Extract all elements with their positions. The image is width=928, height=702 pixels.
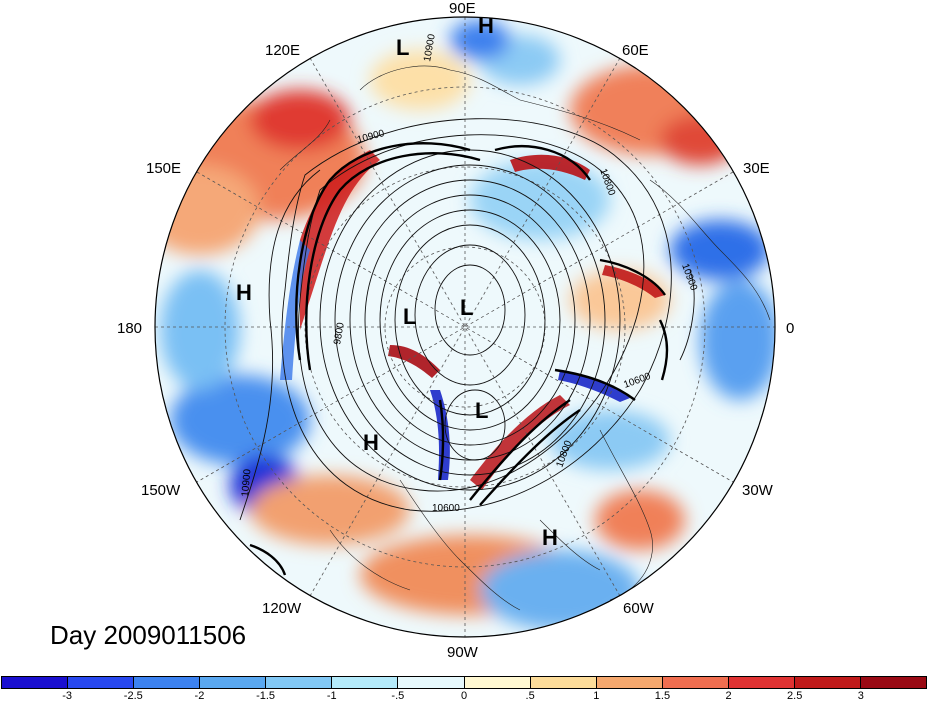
pressure-centers: H L H L L L H H: [236, 13, 558, 550]
colorbar-tick-label: 2.5: [787, 690, 803, 702]
lon-label-120w: 120W: [262, 600, 302, 617]
colorbar-tick-label: 3: [857, 690, 864, 702]
lon-label-90e: 90E: [449, 0, 476, 17]
lon-label-150e: 150E: [146, 160, 182, 177]
pressure-center-high: H: [542, 525, 558, 550]
lon-label-0: 0: [786, 320, 795, 337]
pressure-center-low: L: [396, 35, 409, 60]
contours: [239, 118, 695, 521]
contour-label: 10900: [422, 33, 438, 63]
colorbar-cell: [200, 677, 267, 688]
colorbar-tick-label: -1.5: [256, 690, 276, 702]
colorbar-cell: [861, 677, 927, 688]
lon-label-30e: 30E: [743, 160, 770, 177]
lon-label-90w: 90W: [447, 644, 478, 661]
colorbar-cell: [332, 677, 399, 688]
lon-label-150w: 150W: [141, 482, 181, 499]
colorbar-tick-label: -2.5: [123, 690, 143, 702]
map-title: Day 2009011506: [50, 620, 247, 650]
pressure-center-low: L: [475, 398, 488, 423]
colorbar-cell: [596, 677, 663, 688]
contour-label: 10900: [240, 468, 253, 497]
colorbar-cell: [68, 677, 135, 688]
colorbar-cell: [398, 677, 465, 688]
graticule: [155, 17, 775, 637]
colorbar-cell: [530, 677, 597, 688]
pressure-center-low: L: [403, 304, 416, 329]
anomaly-field: [155, 17, 775, 637]
pressure-center-low: L: [460, 295, 473, 320]
pressure-center-high: H: [236, 280, 252, 305]
pressure-center-high: H: [363, 430, 379, 455]
lon-label-180: 180: [117, 320, 143, 337]
pressure-center-high: H: [478, 13, 494, 38]
colorbar-tick-label: .5: [525, 690, 535, 702]
coastlines: [279, 65, 771, 611]
lon-label-60w: 60W: [623, 600, 654, 617]
colorbar-tick-label: -2: [194, 690, 205, 702]
colorbar-cell: [794, 677, 862, 688]
lon-label-60e: 60E: [622, 42, 649, 59]
colorbar-tick-label: 0: [460, 690, 468, 702]
colorbar-tick-label: 2: [725, 690, 732, 702]
colorbar-tick-label: -3: [62, 690, 73, 702]
colorbar-tick-label: -1: [326, 690, 337, 702]
colorbar: [1, 676, 927, 689]
lon-label-120e: 120E: [265, 42, 301, 59]
colorbar-tick-label: 1.5: [654, 690, 671, 702]
colorbar-tick-label: -.5: [391, 690, 405, 702]
colorbar-cell: [728, 677, 795, 688]
contour-label: 9800: [332, 321, 347, 345]
contour-label: 10600: [432, 503, 460, 514]
colorbar-cell: [662, 677, 729, 688]
lon-label-30w: 30W: [742, 482, 773, 499]
colorbar-tick-label: 1: [593, 690, 600, 702]
colorbar-cell: [266, 677, 333, 688]
colorbar-cell: [464, 677, 531, 688]
jet-contours: [249, 142, 669, 576]
colorbar-cell: [2, 677, 69, 688]
colorbar-cell: [134, 677, 201, 688]
